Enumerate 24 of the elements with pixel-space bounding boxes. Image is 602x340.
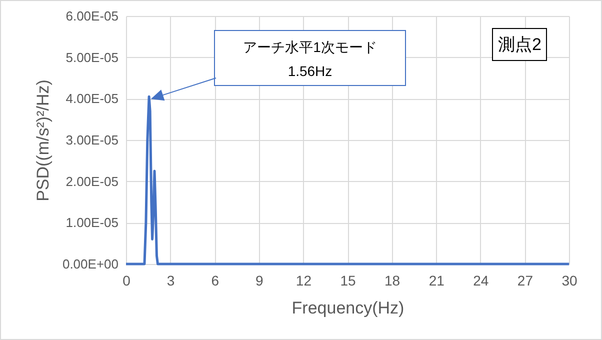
y-tick-label: 1.00E-05 (66, 215, 118, 230)
y-tick-label: 5.00E-05 (66, 50, 118, 65)
x-tick-label: 27 (517, 272, 534, 288)
x-tick-label: 24 (473, 272, 489, 288)
callout-box: アーチ水平1次モード 1.56Hz (214, 30, 406, 86)
annotation: アーチ水平1次モード (242, 38, 378, 57)
y-tick-label: 0.00E+00 (62, 256, 118, 272)
y-tick-label: 3.00E-05 (66, 132, 118, 148)
x-tick-label: 30 (562, 272, 578, 288)
y-tick-label: 6.00E-05 (66, 8, 118, 24)
x-tick-label: 0 (122, 272, 131, 288)
x-tick-label: 15 (340, 272, 356, 288)
x-tick-label: 3 (166, 272, 175, 288)
x-tick-label: 18 (384, 272, 400, 288)
x-tick-label: 9 (256, 272, 264, 288)
x-tick-label: 12 (296, 272, 312, 288)
x-tick-label: 21 (428, 272, 445, 288)
y-axis-title: PSD((m/s²)²/Hz) (33, 80, 52, 202)
y-tick-label: 2.00E-05 (66, 174, 118, 189)
annotation: 1.56Hz (286, 62, 334, 81)
label-box: 測点2 (492, 28, 548, 61)
y-tick-label: 4.00E-05 (66, 91, 118, 106)
x-axis-title: Frequency(Hz) (292, 298, 404, 318)
x-tick-label: 6 (211, 272, 220, 288)
